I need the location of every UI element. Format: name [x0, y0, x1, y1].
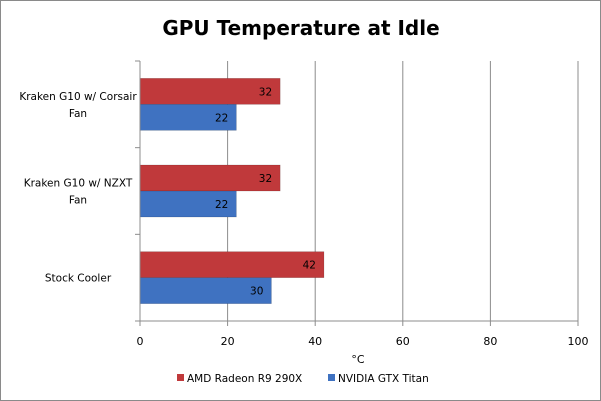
axes: 0 20 40 60 80 100 [135, 60, 589, 348]
x-tick-label-60: 60 [396, 335, 410, 348]
x-tick-label-40: 40 [308, 335, 322, 348]
x-tick-label-100: 100 [568, 335, 589, 348]
x-axis-title: °C [351, 353, 365, 366]
bar-amd-2 [139, 251, 325, 278]
data-label: 22 [215, 112, 228, 124]
data-label: 32 [259, 86, 272, 98]
x-tick-label-20: 20 [221, 335, 235, 348]
legend: AMD Radeon R9 290X NVIDIA GTX Titan [177, 373, 429, 385]
x-tick-label-80: 80 [483, 335, 497, 348]
legend-swatch-0 [177, 374, 184, 381]
data-label: 32 [259, 173, 272, 185]
category-label: Stock Cooler [45, 273, 112, 285]
category-labels: Kraken G10 w/ Corsair Fan Kraken G10 w/ NZ… [19, 91, 137, 285]
bar-amd-0 [139, 78, 281, 105]
data-labels: 32 22 32 22 42 30 [215, 86, 316, 297]
bar-amd-1 [139, 164, 281, 192]
category-label: Kraken G10 w/ Corsair [19, 91, 137, 103]
bar-nvidia-1 [139, 190, 237, 218]
category-label: Fan [69, 108, 87, 120]
category-label: Fan [69, 195, 87, 207]
legend-swatch-1 [328, 374, 335, 381]
legend-label-0: AMD Radeon R9 290X [187, 373, 302, 385]
bars [139, 78, 325, 304]
bar-nvidia-2 [139, 277, 272, 304]
chart-title: GPU Temperature at Idle [162, 16, 439, 40]
legend-label-1: NVIDIA GTX Titan [338, 373, 429, 385]
category-label: Kraken G10 w/ NZXT [24, 178, 133, 190]
data-label: 30 [250, 286, 263, 298]
data-label: 22 [215, 199, 228, 211]
data-label: 42 [303, 260, 316, 272]
x-tick-label-0: 0 [137, 335, 144, 348]
